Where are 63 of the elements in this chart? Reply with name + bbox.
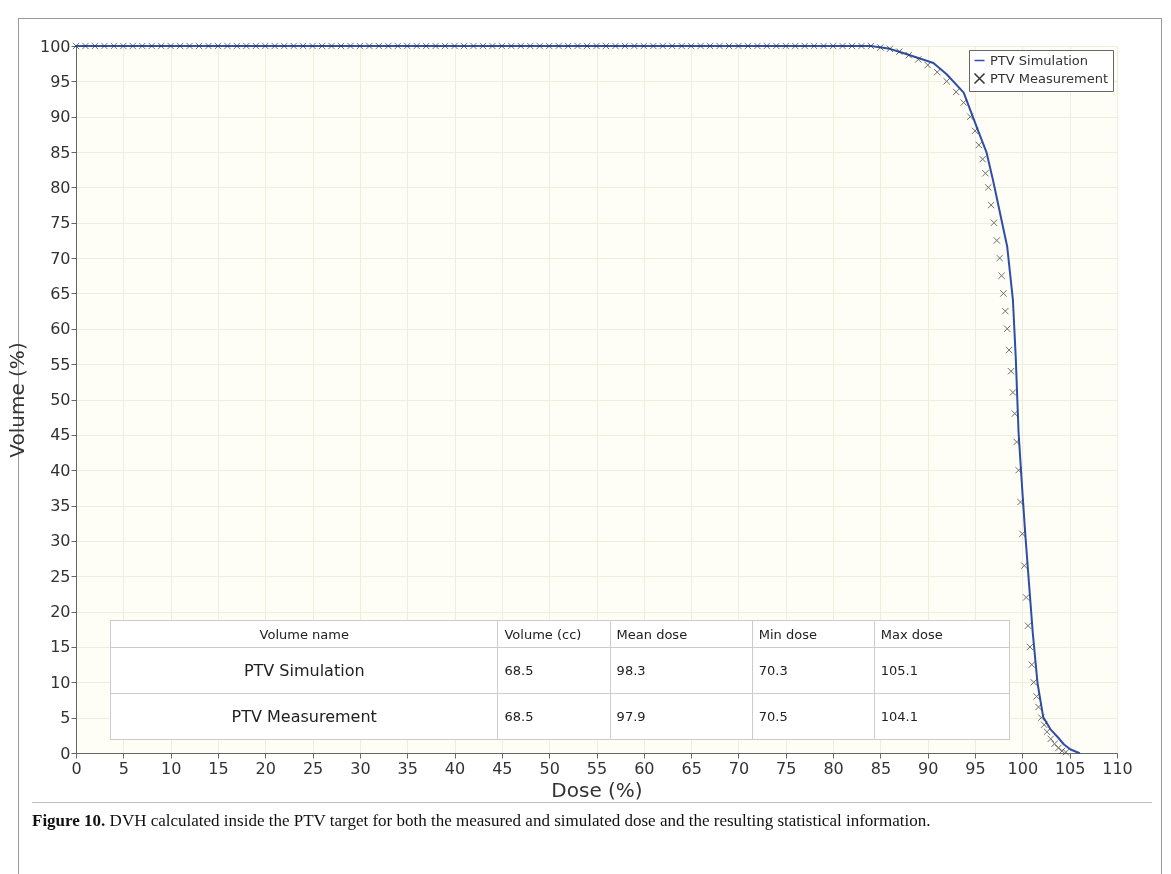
y-tick-label: 85 xyxy=(50,142,71,162)
y-tick-label: 25 xyxy=(50,566,71,586)
x-tick-label: 100 xyxy=(1007,758,1039,778)
y-tick-label: 15 xyxy=(50,637,71,657)
y-tick-label: 55 xyxy=(50,354,71,374)
y-tick-label: 50 xyxy=(50,390,71,409)
annotation: 105.1 xyxy=(874,647,1010,694)
y-tick-label: 90 xyxy=(50,107,71,127)
x-tick-label: 80 xyxy=(823,758,844,778)
y-tick-label: 70 xyxy=(50,248,71,268)
annotation: PTV Simulation xyxy=(110,647,498,694)
x-tick-label: 20 xyxy=(255,758,276,778)
annotation: 68.5 xyxy=(497,647,611,694)
caption: Figure 10. DVH calculated inside the PTV target for both the measured and simulated dose and the resulting statistical information. xyxy=(32,802,1152,831)
legend-label: PTV Measurement xyxy=(990,70,1109,86)
x-tick-label: 45 xyxy=(492,758,513,778)
y-tick-label: 0 xyxy=(60,743,71,763)
x-tick-label: 60 xyxy=(634,758,655,778)
x-axis-title: Dose (%) xyxy=(551,777,643,802)
x-tick-label: 25 xyxy=(302,758,324,778)
y-tick-label: 35 xyxy=(50,496,71,516)
annotation: Max dose xyxy=(874,620,1010,648)
y-axis-title: Volume (%) xyxy=(4,342,29,458)
annotation: PTV Measurement xyxy=(110,693,498,740)
x-tick-label: 50 xyxy=(539,758,560,778)
x-tick-label: 105 xyxy=(1054,758,1086,778)
x-tick-label: 65 xyxy=(681,758,702,778)
y-tick-label: 60 xyxy=(50,319,71,339)
x-tick-label: 75 xyxy=(776,758,797,778)
y-tick-label: 20 xyxy=(50,602,71,622)
x-tick-label: 90 xyxy=(918,758,939,778)
y-tick-label: 10 xyxy=(50,672,71,692)
y-tick-label: 95 xyxy=(50,71,71,91)
x-tick-label: 10 xyxy=(160,758,182,778)
x-tick-label: 15 xyxy=(208,758,229,778)
annotation: Volume (cc) xyxy=(497,620,611,648)
y-tick-label: 30 xyxy=(50,531,71,551)
x-tick-label: 70 xyxy=(728,758,750,778)
y-tick-label: 5 xyxy=(60,708,71,728)
y-tick-label: 45 xyxy=(50,425,71,445)
x-tick-label: 35 xyxy=(397,758,418,778)
annotation: 104.1 xyxy=(874,693,1010,740)
annotation: Volume name xyxy=(110,620,498,648)
x-tick-label: 40 xyxy=(444,758,466,778)
y-tick-label: 100 xyxy=(39,36,71,56)
y-tick-label: 80 xyxy=(50,177,71,197)
x-tick-label: 95 xyxy=(965,758,986,778)
x-tick-label: 30 xyxy=(350,758,371,778)
annotation: Min dose xyxy=(752,620,875,648)
annotation: 97.9 xyxy=(610,693,753,740)
x-tick-label: 110 xyxy=(1102,758,1133,778)
y-tick-label: 65 xyxy=(50,283,71,303)
annotation: 70.5 xyxy=(752,693,875,740)
annotation: Mean dose xyxy=(610,620,753,648)
annotation: 98.3 xyxy=(610,647,753,694)
y-tick-label: 40 xyxy=(50,460,71,480)
annotation: 70.3 xyxy=(752,647,875,694)
y-tick-label: 75 xyxy=(50,213,71,233)
legend-label: PTV Simulation xyxy=(990,52,1089,68)
x-tick-label: 85 xyxy=(870,758,892,778)
annotation: 68.5 xyxy=(497,693,611,740)
x-tick-label: 5 xyxy=(118,758,129,778)
x-tick-label: 55 xyxy=(586,758,608,778)
